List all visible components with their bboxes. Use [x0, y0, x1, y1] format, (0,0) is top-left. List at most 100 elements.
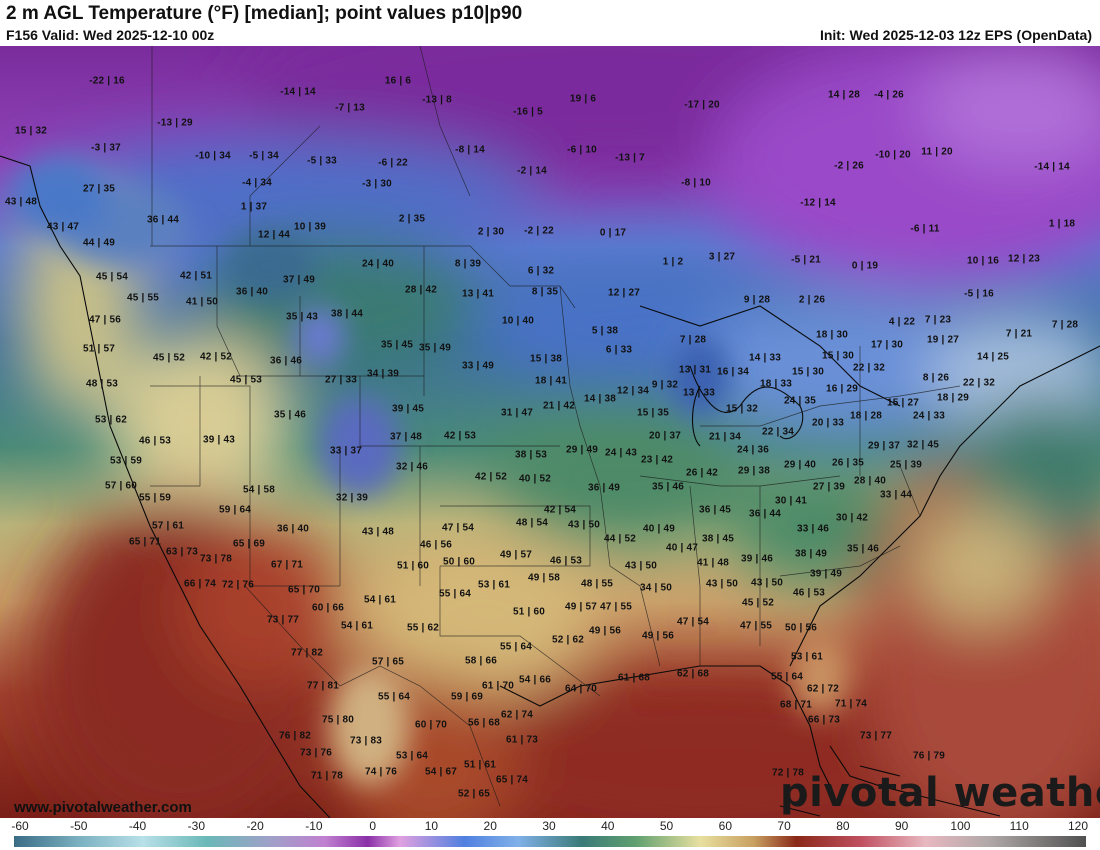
point-value: 52 | 62 — [551, 634, 585, 646]
point-value: 65 | 71 — [128, 536, 162, 548]
scale-tick-label: 50 — [659, 819, 674, 833]
point-value: 21 | 42 — [542, 400, 576, 412]
point-value: 49 | 57 — [564, 601, 598, 613]
point-value: 28 | 40 — [853, 475, 887, 487]
point-value: 35 | 46 — [846, 543, 880, 555]
point-value: -2 | 22 — [524, 225, 554, 237]
point-value: 51 | 57 — [82, 343, 116, 355]
point-value: 77 | 81 — [306, 680, 340, 692]
point-value: 15 | 27 — [886, 397, 920, 409]
point-value: 2 | 35 — [398, 213, 426, 225]
point-value: 10 | 16 — [966, 255, 1000, 267]
point-value: 46 | 56 — [419, 539, 453, 551]
point-value: 62 | 72 — [806, 683, 840, 695]
brand-logo: pivotal weather — [780, 770, 1100, 816]
point-value: 50 | 60 — [442, 556, 476, 568]
borders — [150, 46, 961, 807]
point-value: 27 | 35 — [82, 183, 116, 195]
scale-tick-label: 110 — [1009, 819, 1029, 833]
temperature-map[interactable]: -22 | 16 16 | 6 -14 | 14 -13 | 8 19 | 6 -17 |… — [0, 46, 1100, 818]
point-value: -13 | 29 — [157, 117, 193, 129]
point-value: 32 | 45 — [906, 439, 940, 451]
point-values-layer: -22 | 16 16 | 6 -14 | 14 -13 | 8 19 | 6 -17 |… — [0, 46, 1100, 818]
point-value: 44 | 52 — [603, 533, 637, 545]
scale-tick-label: -30 — [187, 819, 205, 833]
point-value: 24 | 36 — [736, 444, 770, 456]
point-value: 54 | 58 — [242, 484, 276, 496]
point-value: -8 | 14 — [455, 144, 485, 156]
point-value: 16 | 34 — [716, 366, 750, 378]
point-value: 14 | 38 — [583, 393, 617, 405]
point-value: 13 | 41 — [461, 288, 495, 300]
point-value: 12 | 23 — [1007, 253, 1041, 265]
point-value: 19 | 27 — [926, 334, 960, 346]
point-value: 36 | 46 — [269, 355, 303, 367]
point-value: 18 | 30 — [815, 329, 849, 341]
scale-tick-label: 60 — [718, 819, 733, 833]
point-value: 55 | 62 — [406, 622, 440, 634]
point-value: 25 | 39 — [889, 459, 923, 471]
point-value: 53 | 61 — [790, 651, 824, 663]
point-value: 7 | 28 — [1051, 319, 1079, 331]
map-canvas — [0, 46, 1100, 818]
point-value: 45 | 52 — [152, 352, 186, 364]
point-value: 46 | 53 — [549, 555, 583, 567]
point-value: 7 | 21 — [1005, 328, 1033, 340]
point-value: 7 | 23 — [924, 314, 952, 326]
point-value: 73 | 83 — [349, 735, 383, 747]
point-value: 41 | 48 — [696, 557, 730, 569]
point-value: 49 | 57 — [499, 549, 533, 561]
coastlines — [0, 155, 1100, 818]
point-value: 28 | 42 — [404, 284, 438, 296]
point-value: -8 | 10 — [681, 177, 711, 189]
point-value: 43 | 50 — [567, 519, 601, 531]
point-value: 61 | 70 — [481, 680, 515, 692]
point-value: 45 | 54 — [95, 271, 129, 283]
point-value: 2 | 30 — [477, 226, 505, 238]
point-value: 29 | 49 — [565, 444, 599, 456]
point-value: 21 | 34 — [708, 431, 742, 443]
point-value: 51 | 60 — [512, 606, 546, 618]
point-value: 22 | 34 — [761, 426, 795, 438]
point-value: 1 | 18 — [1048, 218, 1076, 230]
point-value: -13 | 7 — [615, 152, 645, 164]
point-value: 55 | 59 — [138, 492, 172, 504]
point-value: 40 | 49 — [642, 523, 676, 535]
point-value: 27 | 39 — [812, 481, 846, 493]
point-value: 33 | 44 — [879, 489, 913, 501]
point-value: 12 | 34 — [616, 385, 650, 397]
point-value: -2 | 26 — [834, 160, 864, 172]
point-value: -10 | 34 — [195, 150, 231, 162]
point-value: 49 | 56 — [588, 625, 622, 637]
point-value: 16 | 6 — [384, 75, 412, 87]
point-value: 36 | 40 — [235, 286, 269, 298]
point-value: 20 | 33 — [811, 417, 845, 429]
point-value: 59 | 64 — [218, 504, 252, 516]
point-value: 43 | 50 — [750, 577, 784, 589]
point-value: 2 | 26 — [798, 294, 826, 306]
point-value: 47 | 56 — [88, 314, 122, 326]
point-value: 42 | 53 — [443, 430, 477, 442]
point-value: 34 | 39 — [366, 368, 400, 380]
point-value: 46 | 53 — [138, 435, 172, 447]
point-value: 11 | 20 — [921, 146, 953, 158]
point-value: -5 | 21 — [791, 254, 821, 266]
point-value: 48 | 55 — [580, 578, 614, 590]
point-value: 38 | 44 — [330, 308, 364, 320]
point-value: 6 | 33 — [605, 344, 633, 356]
point-value: 29 | 38 — [737, 465, 771, 477]
scale-ticks: -60 -50 -40 -30 -20 -10 0 10 20 30 40 50 60 70 80 90 100… — [0, 818, 1100, 834]
point-value: 10 | 40 — [501, 315, 535, 327]
point-value: -4 | 34 — [242, 177, 272, 189]
point-value: 45 | 53 — [229, 374, 263, 386]
point-value: -2 | 14 — [517, 165, 547, 177]
point-value: 44 | 49 — [82, 237, 116, 249]
point-value: 61 | 68 — [617, 672, 651, 684]
point-value: 13 | 33 — [682, 387, 716, 399]
point-value: 30 | 42 — [835, 512, 869, 524]
point-value: 0 | 19 — [851, 260, 879, 272]
point-value: 43 | 48 — [361, 526, 395, 538]
point-value: 36 | 44 — [146, 214, 180, 226]
scale-tick-label: 100 — [950, 819, 971, 833]
point-value: 33 | 46 — [796, 523, 830, 535]
